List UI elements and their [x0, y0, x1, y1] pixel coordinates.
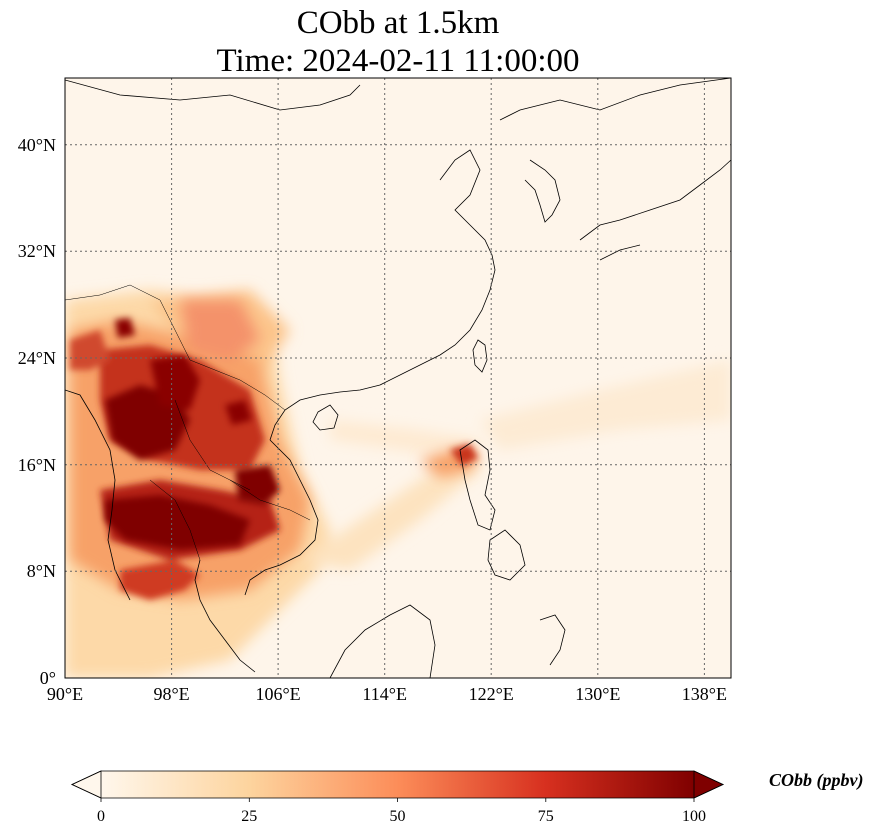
coastline-philippines-south: [487, 529, 526, 581]
lon-tick-label: 90°E: [47, 684, 83, 704]
cobb-plume-core: [105, 318, 280, 550]
map-title-time: Time: 2024-02-11 11:00:00: [216, 43, 580, 79]
lon-tick-label: 122°E: [469, 684, 514, 704]
coastline-hainan: [312, 404, 339, 431]
lon-tick-label: 106°E: [255, 684, 300, 704]
coastlines: [65, 78, 731, 678]
coastline-korea: [524, 159, 561, 223]
coastline-luzon: [459, 439, 496, 531]
map-title-variable: CObb at 1.5km: [296, 5, 500, 41]
coastline-malay-peninsula: [194, 559, 256, 673]
coastline-east-china: [269, 149, 496, 441]
coastline-northeast-asia: [499, 78, 731, 121]
colorbar: 0 25 50 75 100 CObb (ppbv): [71, 770, 863, 825]
coastline-indochina: [244, 439, 319, 596]
colorbar-tick-label: 0: [97, 808, 105, 825]
coastline-bay-of-bengal: [65, 389, 131, 601]
lat-tick-label: 0°: [40, 668, 56, 688]
colorbar-extend-low: [71, 770, 102, 799]
lat-tick-label: 8°N: [27, 561, 56, 581]
colorbar-tick-label: 25: [241, 808, 257, 825]
map-frame: [64, 77, 732, 679]
coastline-borneo: [329, 604, 436, 678]
lat-tick-labels: 0° 8°N 16°N 24°N 32°N 40°N: [18, 135, 56, 688]
coastline-mongolia: [65, 79, 361, 111]
colorbar-label: CObb (ppbv): [769, 770, 863, 791]
cobb-field: [65, 290, 731, 678]
coastline-sulawesi: [539, 614, 566, 666]
country-borders: [65, 284, 311, 561]
lon-tick-label: 114°E: [362, 684, 407, 704]
lat-tick-label: 40°N: [18, 135, 56, 155]
coastline-taiwan: [472, 339, 488, 373]
colorbar-tick-label: 75: [538, 808, 554, 825]
colorbar-ticks: [100, 798, 695, 802]
lon-tick-labels: 90°E 98°E 106°E 114°E 122°E 130°E 138°E: [47, 684, 727, 704]
lat-tick-label: 24°N: [18, 348, 56, 368]
map-title: CObb at 1.5km Time: 2024-02-11 11:00:00: [65, 4, 731, 80]
colorbar-tick-label: 100: [682, 808, 706, 825]
gridlines: [65, 78, 731, 678]
lon-tick-label: 98°E: [153, 684, 189, 704]
lon-tick-label: 130°E: [575, 684, 620, 704]
lon-tick-label: 138°E: [682, 684, 727, 704]
coastline-japan: [579, 159, 731, 261]
colorbar-gradient: [101, 771, 694, 798]
lat-tick-label: 32°N: [18, 241, 56, 261]
lat-tick-label: 16°N: [18, 455, 56, 475]
map-plot-area: [65, 78, 731, 678]
colorbar-tick-label: 50: [390, 808, 406, 825]
colorbar-extend-high: [693, 770, 724, 799]
